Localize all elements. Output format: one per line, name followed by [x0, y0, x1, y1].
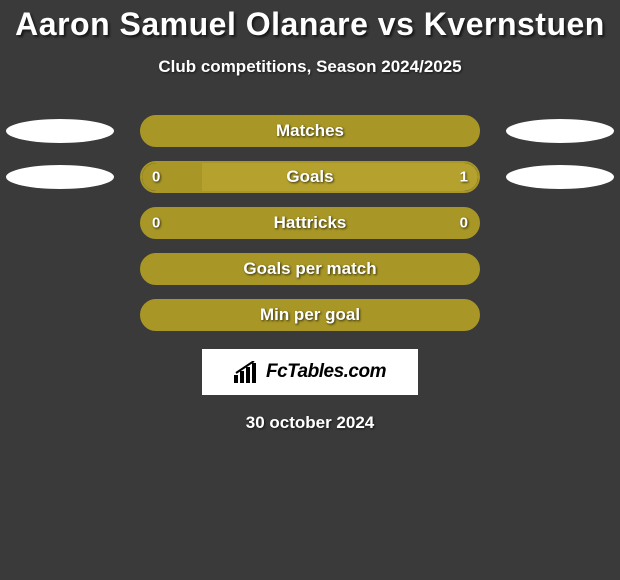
stat-row: 0 1 Goals — [0, 161, 620, 193]
stat-label: Goals per match — [243, 259, 376, 279]
stat-row: Min per goal — [0, 299, 620, 331]
stat-label: Min per goal — [260, 305, 360, 325]
stat-value-right: 0 — [460, 215, 468, 232]
chart-icon — [234, 361, 260, 383]
stat-row: 0 0 Hattricks — [0, 207, 620, 239]
stat-label: Hattricks — [274, 213, 347, 233]
stat-row: Goals per match — [0, 253, 620, 285]
stat-bar: 0 0 Hattricks — [140, 207, 480, 239]
stat-value-right: 1 — [460, 169, 468, 186]
page-subtitle: Club competitions, Season 2024/2025 — [0, 57, 620, 77]
stat-bar: Matches — [140, 115, 480, 147]
bar-fill-right — [202, 163, 478, 191]
date-label: 30 october 2024 — [0, 413, 620, 433]
stat-bar: 0 1 Goals — [140, 161, 480, 193]
page-title: Aaron Samuel Olanare vs Kvernstuen — [0, 6, 620, 43]
stat-value-left: 0 — [152, 169, 160, 186]
stat-bar: Goals per match — [140, 253, 480, 285]
brand-text: FcTables.com — [266, 361, 386, 383]
stat-bar: Min per goal — [140, 299, 480, 331]
player-marker-left — [6, 165, 114, 189]
stat-label: Matches — [276, 121, 344, 141]
stat-row: Matches — [0, 115, 620, 147]
comparison-card: Aaron Samuel Olanare vs Kvernstuen Club … — [0, 0, 620, 433]
player-marker-left — [6, 119, 114, 143]
stat-label: Goals — [286, 167, 333, 187]
brand-logo[interactable]: FcTables.com — [202, 349, 418, 395]
stat-value-left: 0 — [152, 215, 160, 232]
stat-rows: Matches 0 1 Goals 0 0 Hattricks Goals per match… — [0, 115, 620, 331]
player-marker-right — [506, 119, 614, 143]
player-marker-right — [506, 165, 614, 189]
